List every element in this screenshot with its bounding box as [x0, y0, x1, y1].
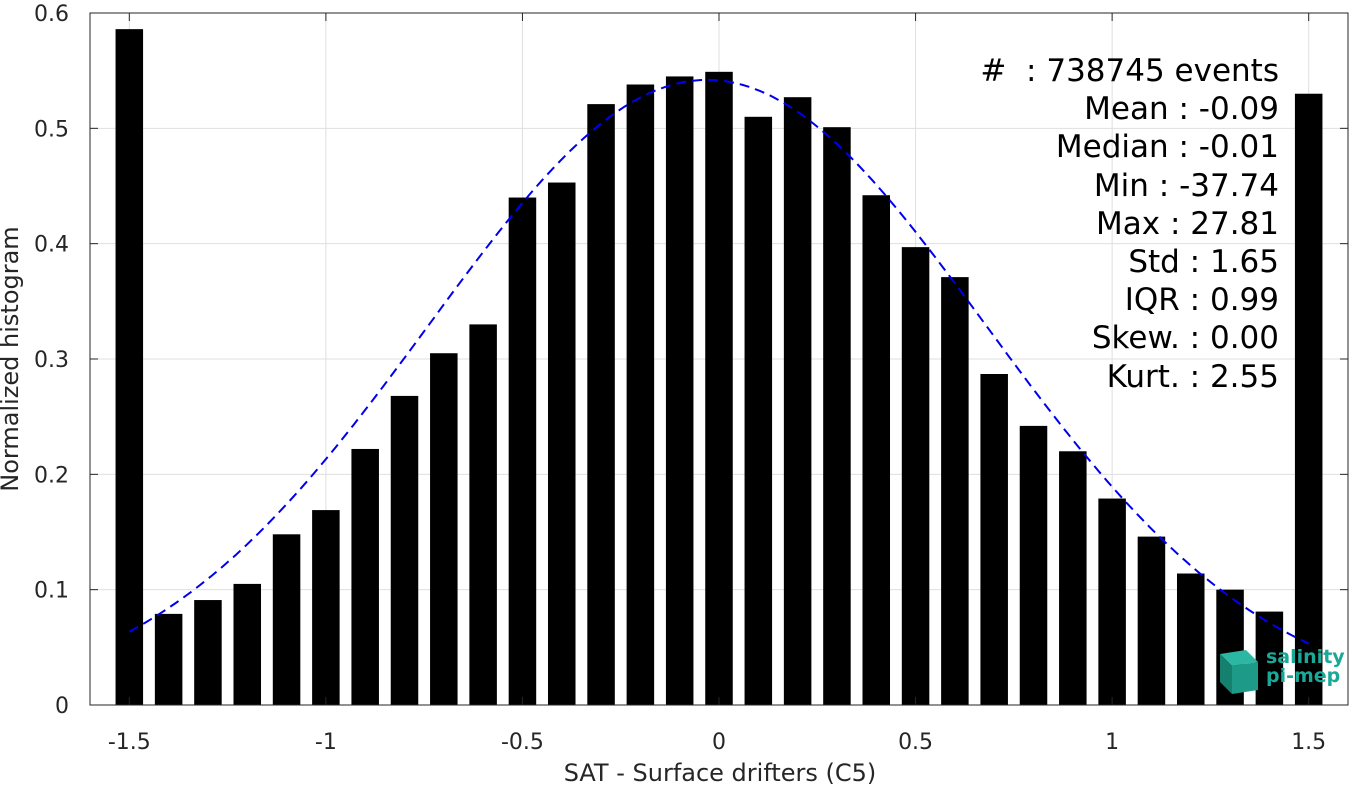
x-tick-label-6: 1.5	[1291, 730, 1326, 755]
x-tick-label-1: -1	[315, 730, 337, 755]
bar-6	[351, 448, 379, 705]
y-tick-label-1: 0.1	[34, 579, 69, 604]
y-tick-label-4: 0.4	[34, 233, 69, 258]
logo-line-1: salinity	[1266, 646, 1345, 668]
bar-12	[587, 104, 615, 705]
y-axis-label: Normalized histogram	[0, 226, 24, 491]
bar-15	[705, 71, 733, 705]
x-tick-label-0: -1.5	[108, 730, 151, 755]
y-axis-ticks: 0 0.1 0.2 0.3 0.4 0.5 0.6	[34, 2, 1348, 719]
bar-13	[626, 84, 655, 706]
x-tick-label-3: 0	[712, 730, 726, 755]
bar-1	[154, 613, 183, 705]
stats-line-0: # : 738745 events	[980, 53, 1279, 89]
stats-line-7: Skew. : 0.00	[1091, 320, 1279, 357]
bar-17	[783, 97, 812, 705]
bar-19	[862, 195, 891, 705]
bar-16	[744, 116, 773, 706]
bar-3	[233, 583, 262, 705]
stats-line-6: IQR : 0.99	[1124, 282, 1279, 319]
bar-26	[1137, 536, 1166, 705]
bar-7	[390, 395, 419, 705]
logo-cube-icon	[1220, 650, 1258, 694]
normal-fit-curve	[128, 78, 1310, 645]
x-axis-ticks: -1.5 -1 -0.5 0 0.5 1 1.5	[108, 13, 1326, 755]
bar-23	[1019, 425, 1048, 705]
bar-5	[312, 510, 340, 705]
bar-21	[941, 277, 969, 705]
salinity-pi-mep-logo: salinity pi-mep	[1218, 646, 1345, 696]
bar-0	[115, 29, 144, 705]
stats-line-2: Median : -0.01	[1055, 129, 1279, 166]
bar-4	[272, 534, 301, 705]
bar-14	[665, 76, 694, 705]
x-tick-label-4: 0.5	[898, 730, 933, 755]
stats-line-5: Std : 1.65	[1128, 244, 1279, 281]
bar-24	[1059, 451, 1087, 705]
bar-25	[1098, 498, 1126, 705]
x-tick-label-2: -0.5	[501, 730, 544, 755]
bar-18	[823, 127, 851, 706]
bar-9	[469, 324, 497, 705]
logo-line-2: pi-mep	[1266, 665, 1341, 687]
y-tick-label-3: 0.3	[34, 348, 69, 373]
bar-20	[901, 247, 930, 706]
bar-10	[508, 197, 537, 706]
histogram-bars	[115, 29, 1323, 706]
x-tick-label-5: 1	[1105, 730, 1119, 755]
x-axis-label: SAT - Surface drifters (C5)	[564, 759, 877, 785]
y-tick-label-5: 0.5	[34, 117, 69, 142]
y-tick-label-0: 0	[55, 694, 69, 719]
y-tick-label-2: 0.2	[34, 463, 69, 488]
bar-22	[980, 373, 1008, 705]
bar-8	[430, 353, 458, 705]
bar-30	[1294, 93, 1323, 705]
stats-line-8: Kurt. : 2.55	[1106, 358, 1279, 395]
statistics-box: # : 738745 events Mean : -0.09 Median : -0…	[980, 52, 1279, 396]
stats-line-1: Mean : -0.09	[1084, 91, 1279, 128]
bar-2	[194, 600, 222, 705]
stats-line-4: Max : 27.81	[1096, 205, 1279, 242]
bar-11	[547, 182, 576, 706]
y-tick-label-6: 0.6	[34, 2, 69, 27]
bar-27	[1176, 573, 1205, 705]
stats-line-3: Min : -37.74	[1093, 167, 1279, 204]
